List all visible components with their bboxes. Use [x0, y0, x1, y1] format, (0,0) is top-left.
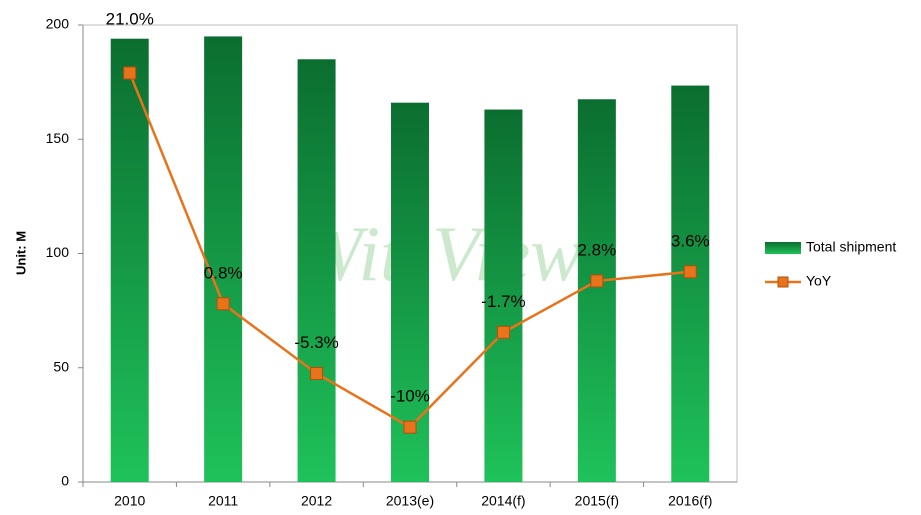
bar [484, 109, 523, 483]
y-axis-label: Unit: M [13, 231, 28, 275]
legend-marker [777, 276, 789, 288]
marker [590, 274, 604, 288]
marker [123, 66, 137, 80]
legend-label: YoY [806, 273, 832, 289]
y-tick-label: 150 [46, 130, 70, 146]
bar [110, 38, 149, 483]
y-tick-label: 50 [53, 358, 69, 374]
x-tick-label: 2016(f) [668, 493, 712, 509]
marker [310, 366, 324, 380]
data-label: -10% [390, 387, 430, 406]
x-tick-label: 2012 [301, 493, 332, 509]
x-tick-label: 2010 [114, 493, 145, 509]
bar [204, 36, 243, 483]
marker [496, 325, 510, 339]
y-tick-label: 200 [46, 16, 70, 32]
data-label: 3.6% [671, 231, 710, 250]
data-label: 2.8% [577, 240, 616, 259]
marker [216, 297, 230, 311]
bar [577, 99, 616, 482]
data-label: -1.7% [481, 292, 525, 311]
data-label: -5.3% [294, 333, 338, 352]
watermark: WitsView [298, 210, 583, 297]
data-label: 21.0% [106, 9, 154, 28]
marker [403, 420, 417, 434]
bar [297, 59, 336, 483]
legend-swatch [765, 242, 801, 254]
y-tick-label: 0 [61, 473, 69, 489]
x-tick-label: 2011 [208, 493, 238, 509]
bar [671, 85, 710, 483]
y-tick-label: 100 [46, 244, 70, 260]
x-tick-label: 2013(e) [386, 493, 434, 509]
legend-label: Total shipment [806, 239, 896, 255]
data-label: 0.8% [204, 263, 243, 282]
marker [683, 265, 697, 279]
x-tick-label: 2015(f) [575, 493, 619, 509]
x-tick-label: 2014(f) [481, 493, 525, 509]
